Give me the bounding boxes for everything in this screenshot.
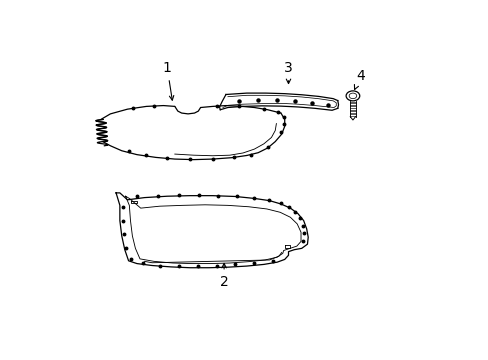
Text: 2: 2 bbox=[219, 264, 228, 289]
Text: 4: 4 bbox=[354, 69, 364, 90]
Text: 3: 3 bbox=[284, 61, 292, 84]
Text: 1: 1 bbox=[163, 61, 173, 100]
